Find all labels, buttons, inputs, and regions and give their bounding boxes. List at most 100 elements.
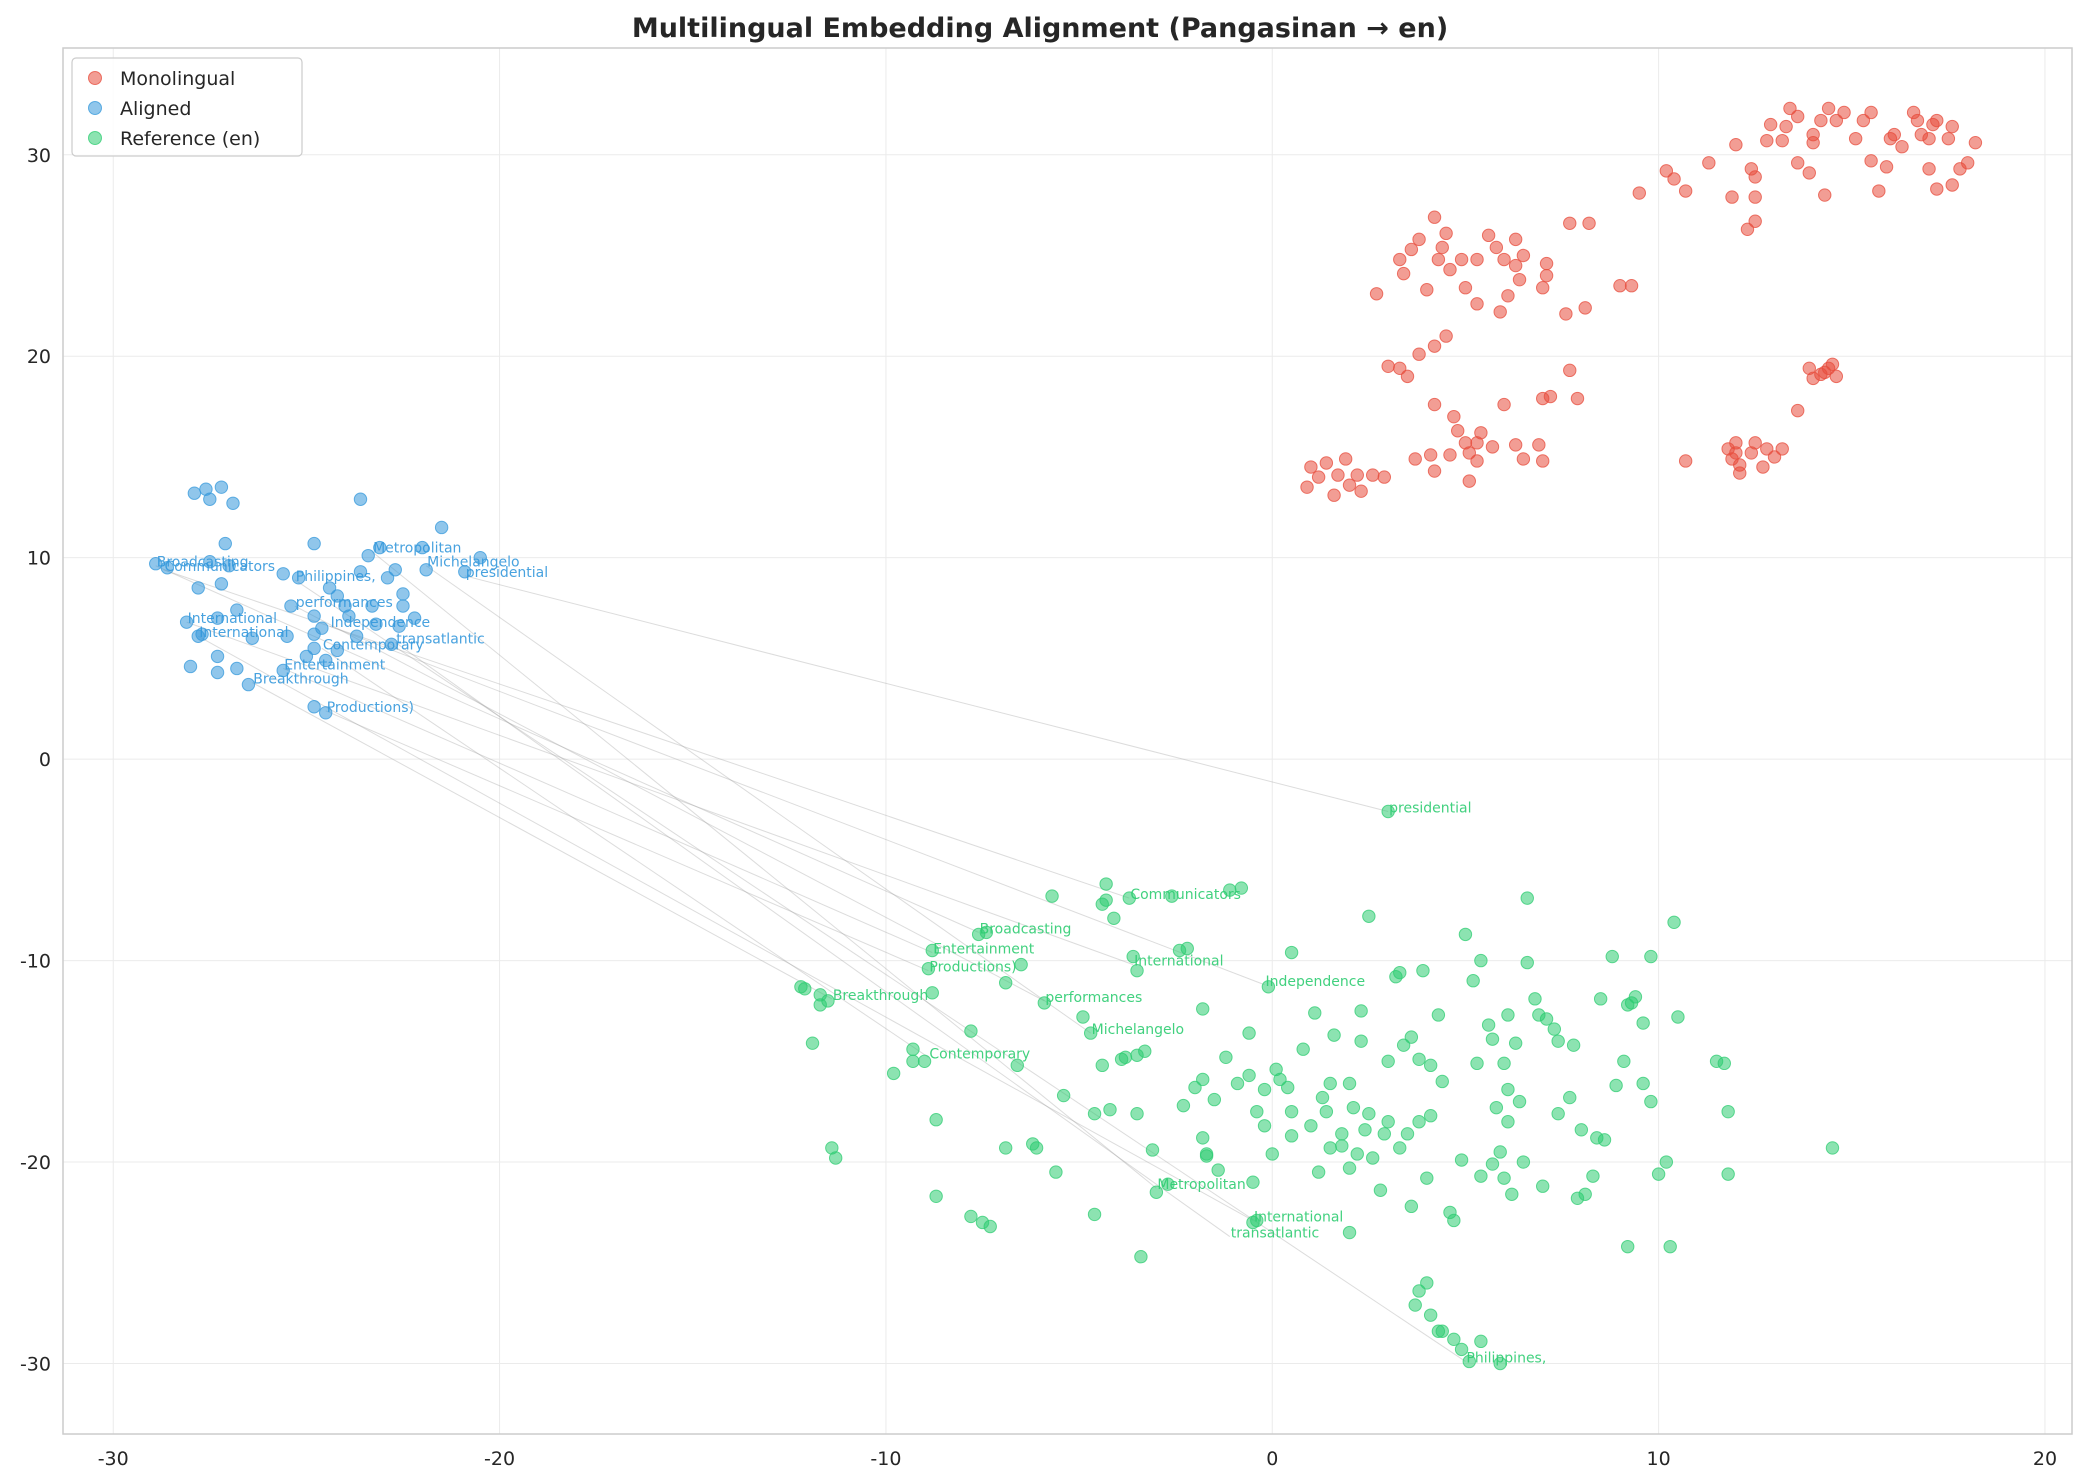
monolingual-point [1497,252,1511,267]
reference-en-point [1454,1153,1469,1167]
aligned-point [179,615,194,629]
reference-en-point [1311,1165,1326,1179]
reference-en-point [1474,953,1488,968]
aligned-point [396,587,410,601]
reference-en-point [1087,1106,1102,1121]
point-label: Productions) [929,960,1016,976]
y-tick-label: 10 [27,548,51,570]
monolingual-point [1400,369,1415,384]
reference-en-point [1628,990,1643,1004]
monolingual-point [1454,252,1469,267]
monolingual-point [1729,137,1743,152]
reference-en-point [1412,1115,1426,1129]
reference-en-point [1621,1239,1635,1254]
monolingual-point [1775,133,1789,148]
monolingual-point [1775,442,1789,456]
monolingual-point [1887,127,1901,142]
monolingual-point [1381,359,1395,373]
aligned-point [473,550,487,565]
reference-en-point [1219,1050,1233,1064]
reference-en-point [1335,1127,1349,1141]
point-label: performances [1045,990,1142,1006]
reference-en-point [1304,1119,1318,1133]
monolingual-point [1331,468,1345,482]
monolingual-point [1895,140,1909,154]
aligned-point [349,629,364,643]
alignment-line [321,647,929,1058]
alignment-line [329,625,1265,986]
reference-en-point [1377,1127,1392,1141]
y-tick-label: 30 [27,145,51,167]
point-label: Communicators [1130,887,1241,903]
aligned-point [353,565,368,579]
reference-en-point [1366,1151,1380,1165]
monolingual-point [1350,468,1364,482]
reference-en-point [1636,1016,1650,1030]
reference-en-point [925,986,939,1000]
aligned-point [419,563,433,577]
reference-en-point [1083,1026,1098,1040]
monolingual-point [1582,216,1596,230]
alignment-line [371,551,1157,1189]
monolingual-point [1338,452,1353,466]
reference-en-point [1196,1002,1210,1016]
monolingual-point [1536,454,1550,468]
reference-en-point [1315,1090,1330,1105]
reference-en-point [998,1141,1013,1155]
reference-en-point [1319,1104,1334,1119]
alignment-line [325,710,929,972]
monolingual-point [1420,283,1434,297]
legend: Monolingual Aligned Reference (en) [71,57,303,157]
reference-en-point [1188,1080,1202,1095]
reference-en-point [1107,911,1121,925]
point-label: Metropolitan [1157,1177,1245,1193]
aligned-point [330,589,345,603]
aligned-point [222,559,236,573]
reference-en-point [1516,1155,1531,1169]
reference-en-point [1076,1010,1090,1024]
aligned-point [210,649,225,664]
monolingual-point [1790,403,1805,418]
monolingual-point [1563,363,1577,378]
aligned-point [369,617,383,631]
monolingual-point [1474,426,1488,440]
aligned-point [319,706,333,720]
point-label: Entertainment [933,942,1035,958]
monolingual-point [1802,166,1816,180]
alignment-line [252,682,833,1000]
point-label: presidential [466,565,548,581]
reference-en-point [1242,1026,1256,1040]
monolingual-point [1412,232,1426,247]
legend-label-aligned: Aligned [120,98,191,120]
reference-en-point [1609,1078,1623,1093]
monolingual-point [1539,256,1554,271]
reference-en-point [821,994,835,1008]
reference-en-point [1381,1054,1395,1069]
reference-en-point [1435,1074,1449,1089]
reference-en-point [1308,1006,1322,1020]
monolingual-point [1767,450,1782,464]
monolingual-point [1821,101,1836,116]
reference-en-point [1354,1004,1368,1018]
monolingual-point [1319,456,1334,470]
point-label: International [199,625,288,641]
reference-en-point [1508,1036,1523,1050]
monolingual-point [1922,131,1936,146]
aligned-point [195,627,209,641]
monolingual-point [1508,258,1523,273]
monolingual-point [1516,452,1531,466]
aligned-point [458,565,472,579]
reference-en-point [1671,1010,1685,1024]
reference-en-point [1087,1207,1102,1222]
reference-en-point [798,982,812,996]
monolingual-point [1740,222,1755,237]
monolingual-point [1748,214,1762,228]
aligned-point [342,609,356,623]
monolingual-point [1404,242,1419,257]
reference-en-point [1257,1082,1272,1097]
monolingual-point [1377,470,1392,484]
monolingual-point [1725,190,1739,204]
reference-en-point [1447,1213,1461,1228]
monolingual-point [1818,188,1832,202]
